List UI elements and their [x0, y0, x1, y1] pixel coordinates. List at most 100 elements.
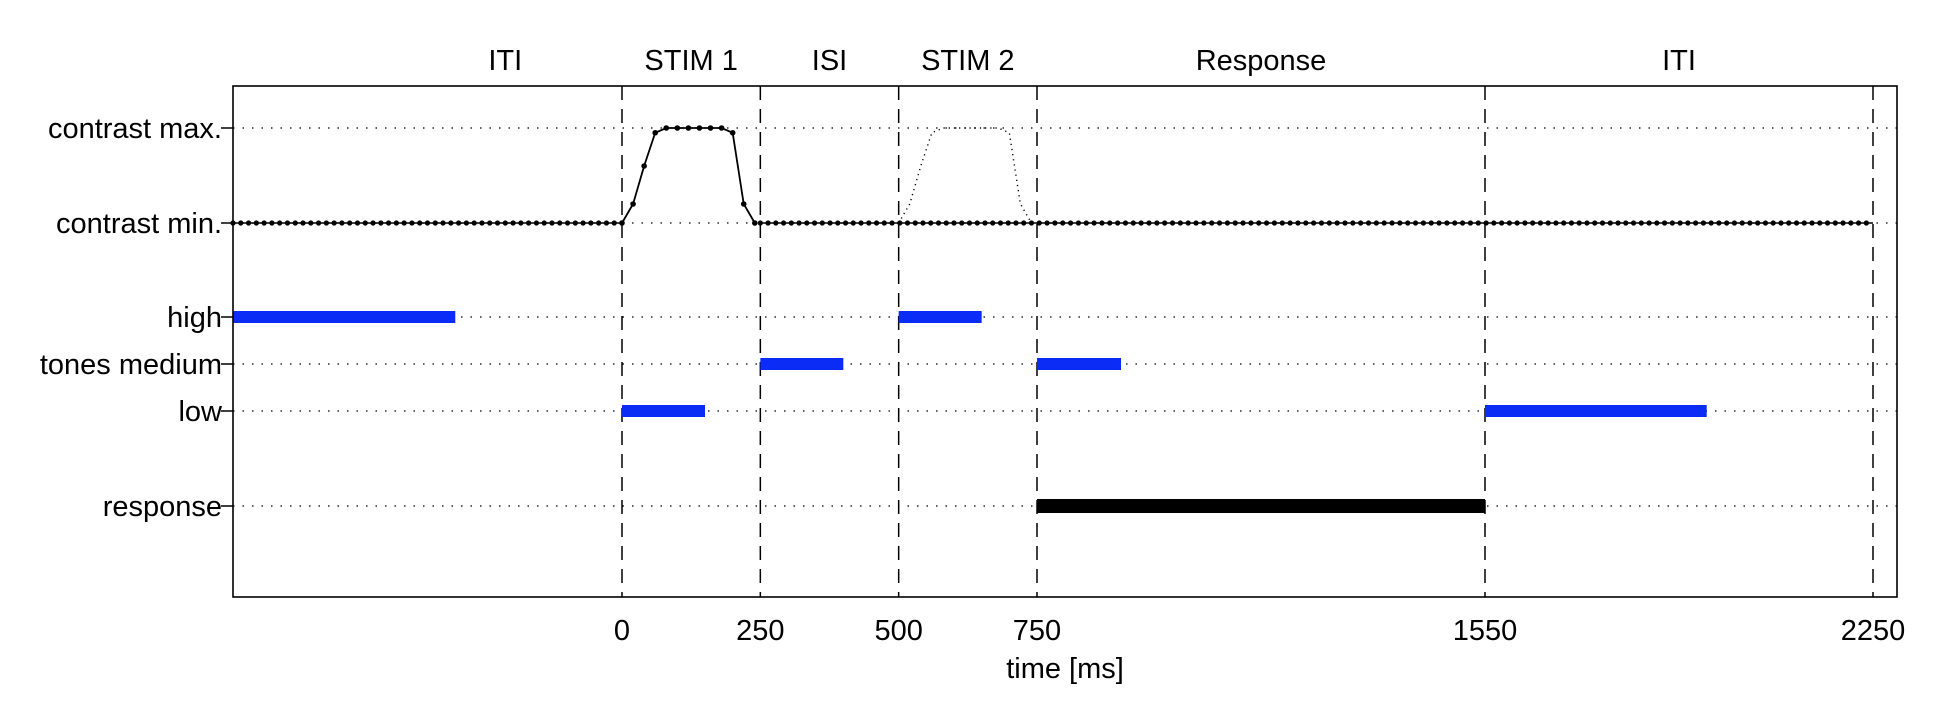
contrast-sample-dot	[1146, 220, 1152, 226]
contrast-sample-dot	[541, 220, 547, 226]
contrast-sample-dot	[850, 220, 856, 226]
contrast-sample-dot	[339, 220, 345, 226]
contrast-sample-dot	[518, 220, 524, 226]
contrast-sample-dot	[1381, 220, 1387, 226]
contrast-sample-dot	[1561, 220, 1567, 226]
contrast-sample-dot	[1661, 220, 1668, 226]
row-guide-lines	[221, 127, 1897, 507]
contrast-sample-dot	[292, 220, 298, 226]
contrast-sample-dot	[1271, 220, 1278, 226]
contrast-sample-dot	[974, 220, 980, 226]
contrast-sample-dot	[1499, 220, 1505, 226]
contrast-stim1-dot	[707, 125, 714, 131]
x-tick-labels: 0 250 500 750 1550 2250	[614, 615, 1905, 647]
contrast-stim1-dot	[696, 125, 703, 131]
contrast-sample-dot	[1295, 220, 1301, 226]
contrast-sample-dot	[889, 220, 895, 226]
contrast-sample-dot	[1115, 220, 1121, 226]
contrast-sample-dot	[1209, 220, 1215, 226]
contrast-sample-dot	[835, 220, 841, 226]
contrast-stim1-dot	[685, 125, 692, 131]
contrast-sample-dot	[1154, 220, 1160, 226]
contrast-sample-dot	[1185, 220, 1191, 226]
contrast-sample-dot	[1130, 220, 1136, 226]
row-label-contrast_min: contrast min.	[56, 208, 222, 240]
contrast-sample-dot	[564, 220, 571, 226]
contrast-sample-dot	[238, 220, 244, 226]
contrast-sample-dot	[409, 220, 415, 226]
contrast-stim1-dot	[641, 163, 647, 169]
contrast-sample-dot	[300, 220, 306, 226]
contrast-stim1-dot	[652, 129, 658, 136]
contrast-sample-dot	[1786, 220, 1792, 226]
contrast-sample-dot	[1412, 220, 1419, 226]
contrast-sample-dot	[1522, 220, 1528, 226]
contrast-sample-dot	[1013, 220, 1019, 226]
contrast-sample-dot	[1576, 220, 1582, 226]
contrast-sample-dot	[315, 220, 322, 226]
contrast-sample-dot	[1832, 220, 1838, 226]
contrast-sample-dot	[277, 220, 283, 226]
contrast-sample-dot	[842, 220, 849, 226]
contrast-sample-dot	[1491, 220, 1497, 226]
contrast-sample-dot	[1444, 220, 1450, 226]
contrast-sample-dot	[1021, 220, 1027, 226]
contrast-sample-dot	[1638, 220, 1644, 226]
contrast-sample-dot	[1685, 220, 1691, 226]
contrast-sample-dot	[1389, 220, 1395, 226]
contrast-sample-dot	[370, 220, 376, 226]
contrast-sample-dot	[354, 220, 361, 226]
x-axis-label: time [ms]	[1006, 653, 1124, 685]
contrast-sample-dot	[603, 220, 610, 226]
contrast-sample-dot	[596, 220, 602, 226]
contrast-sample-dot	[1405, 220, 1411, 226]
contrast-sample-dot	[1083, 220, 1089, 226]
contrast-sample-dot	[253, 220, 259, 226]
row-label-high: high	[167, 302, 222, 334]
contrast-sample-dot	[1630, 220, 1637, 226]
contrast-stim1-dot	[674, 125, 681, 131]
contrast-sample-dot	[1342, 220, 1348, 226]
contrast-sample-dot	[966, 220, 973, 226]
contrast-sample-dot	[1365, 220, 1372, 226]
x-tick-label: 750	[1013, 615, 1061, 647]
contrast-sample-dot	[1739, 220, 1745, 226]
contrast-sample-dot	[1467, 220, 1474, 226]
contrast-sample-dot	[471, 220, 477, 226]
contrast-sample-dot	[788, 220, 794, 226]
contrast-sample-dot	[1326, 220, 1332, 226]
contrast-sample-dot	[1350, 220, 1356, 226]
contrast-sample-dot	[580, 220, 586, 226]
contrast-sample-dot	[928, 220, 934, 226]
contrast-sample-dot	[1530, 220, 1536, 226]
contrast-sample-dot	[1311, 220, 1317, 226]
event-bars	[233, 311, 1707, 513]
contrast-sample-dot	[479, 220, 485, 226]
contrast-sample-dot	[1224, 220, 1230, 226]
contrast-sample-dot	[780, 220, 787, 226]
contrast-sample-dot	[588, 220, 594, 226]
phase-label-0: ITI	[488, 45, 522, 77]
row-label-contrast_max: contrast max.	[48, 113, 222, 145]
contrast-sample-dot	[765, 220, 771, 226]
contrast-sample-dot	[935, 220, 942, 226]
contrast-sample-dot	[1428, 220, 1434, 226]
contrast-sample-dot	[990, 220, 996, 226]
contrast-sample-dot	[284, 220, 291, 226]
tone-bar-high	[233, 311, 456, 323]
contrast-sample-dot	[1044, 220, 1050, 226]
contrast-sample-dot	[611, 220, 617, 226]
contrast-sample-dot	[1460, 220, 1466, 226]
contrast-sample-dot	[1654, 220, 1660, 226]
phase-labels: ITI STIM 1 ISI STIM 2 Response ITI	[488, 45, 1696, 77]
contrast-sample-dot	[1755, 220, 1761, 226]
contrast-sample-dot	[1216, 220, 1223, 226]
contrast-sample-dot	[1747, 220, 1753, 226]
contrast-sample-dot	[1028, 220, 1035, 226]
contrast-sample-dot	[1318, 220, 1325, 226]
contrast-sample-dot	[1817, 220, 1823, 226]
contrast-sample-dot	[572, 220, 578, 226]
contrast-sample-dot	[1646, 220, 1652, 226]
x-tick-label: 1550	[1453, 615, 1518, 647]
